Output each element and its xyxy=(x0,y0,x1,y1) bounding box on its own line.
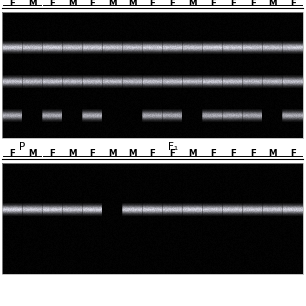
Text: M: M xyxy=(128,0,137,8)
Text: P: P xyxy=(19,0,25,2)
Text: M: M xyxy=(28,0,36,8)
Text: F: F xyxy=(250,0,256,8)
Text: F: F xyxy=(89,0,95,8)
Text: F₁: F₁ xyxy=(167,142,177,152)
Text: M: M xyxy=(188,0,197,8)
Text: F: F xyxy=(230,148,236,158)
Text: F: F xyxy=(250,148,256,158)
Text: F: F xyxy=(170,0,175,8)
Text: M: M xyxy=(269,0,277,8)
Text: F: F xyxy=(9,0,15,8)
Text: F: F xyxy=(150,0,155,8)
Text: M: M xyxy=(269,148,277,158)
Text: F: F xyxy=(290,0,296,8)
Text: F: F xyxy=(170,148,175,158)
Text: F: F xyxy=(89,148,95,158)
Text: M: M xyxy=(128,148,137,158)
Text: M: M xyxy=(188,148,197,158)
Bar xyxy=(2,163,303,274)
Text: F: F xyxy=(49,0,55,8)
Text: M: M xyxy=(108,148,117,158)
Text: F₁: F₁ xyxy=(167,0,177,2)
Text: M: M xyxy=(28,148,36,158)
Bar xyxy=(2,12,303,138)
Text: F: F xyxy=(49,148,55,158)
Text: F: F xyxy=(150,148,155,158)
Text: P: P xyxy=(19,142,25,152)
Text: F: F xyxy=(210,148,215,158)
Text: F: F xyxy=(230,0,236,8)
Text: M: M xyxy=(68,148,76,158)
Text: F: F xyxy=(210,0,215,8)
Text: M: M xyxy=(108,0,117,8)
Text: F: F xyxy=(290,148,296,158)
Text: F: F xyxy=(9,148,15,158)
Text: M: M xyxy=(68,0,76,8)
